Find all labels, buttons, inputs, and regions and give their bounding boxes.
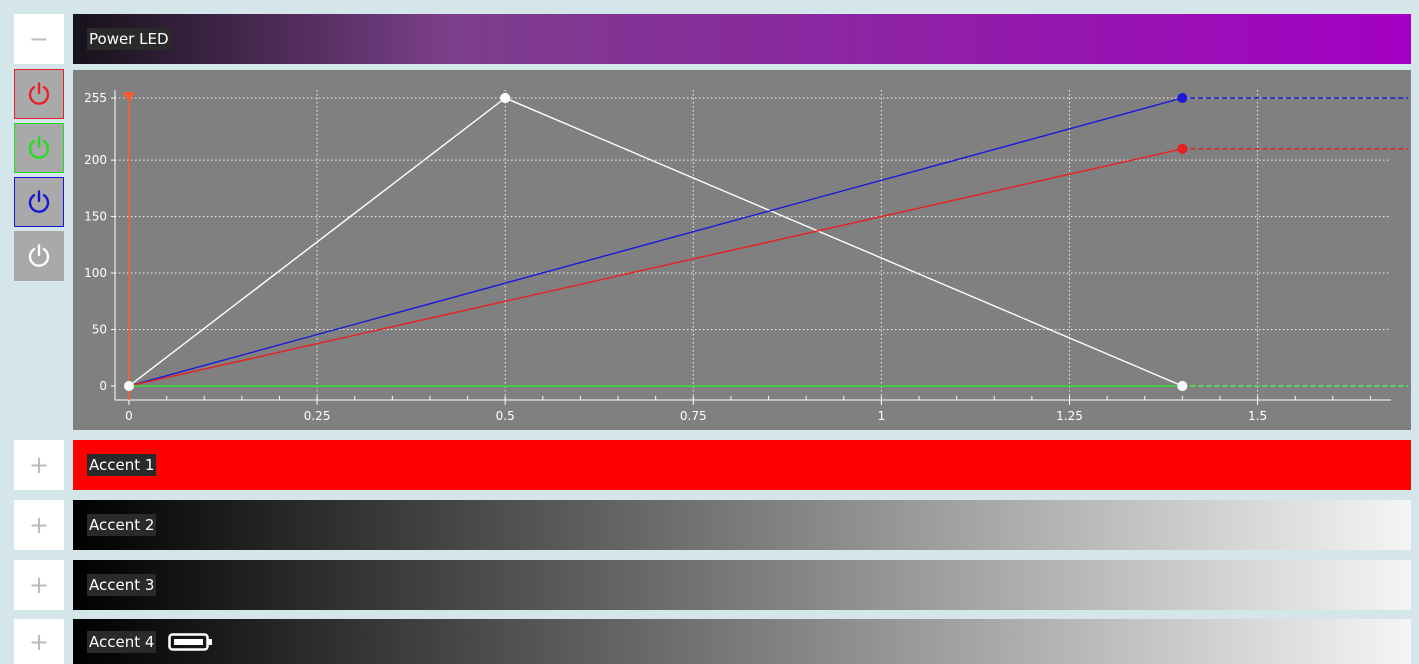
x-tick-label: 1 <box>878 409 886 423</box>
keyframe-point <box>124 381 134 391</box>
white-channel-toggle[interactable] <box>14 231 64 281</box>
battery-icon <box>168 632 214 652</box>
y-tick-label: 200 <box>84 153 107 167</box>
accent-title: Accent 4 <box>87 630 157 653</box>
x-tick-label: 1.5 <box>1248 409 1267 423</box>
brightness-chart-svg[interactable]: 0 0.25 0.5 0.75 1 1.25 1.5 0 50 100 150 200 255 <box>73 70 1411 430</box>
collapse-button[interactable]: − <box>14 14 64 64</box>
expand-button-accent-4[interactable]: + <box>14 619 64 664</box>
y-tick-label: 0 <box>99 379 107 393</box>
y-tick-label: 100 <box>84 266 107 280</box>
expand-button-accent-2[interactable]: + <box>14 500 64 550</box>
profile-title: Power LED <box>87 28 171 50</box>
series-line <box>128 148 1183 387</box>
accent-4-header[interactable]: Accent 4 <box>73 619 1411 664</box>
x-tick-label: 0.25 <box>304 409 331 423</box>
accent-3-header[interactable]: Accent 3 <box>73 560 1411 610</box>
time-cursor-marker <box>123 92 135 102</box>
brightness-chart[interactable]: 0 0.25 0.5 0.75 1 1.25 1.5 0 50 100 150 200 255 <box>73 70 1411 430</box>
x-tick-label: 0.75 <box>680 409 707 423</box>
accent-2-header[interactable]: Accent 2 <box>73 500 1411 550</box>
y-tick-label: 50 <box>92 323 107 337</box>
expand-button-accent-3[interactable]: + <box>14 560 64 610</box>
red-channel-toggle[interactable] <box>14 69 64 119</box>
x-tick-label: 1.25 <box>1056 409 1083 423</box>
accent-1-header[interactable]: Accent 1 <box>73 440 1411 490</box>
expand-button-accent-1[interactable]: + <box>14 440 64 490</box>
y-tick-label: 150 <box>84 210 107 224</box>
power-icon <box>28 244 50 267</box>
series-point <box>1177 143 1188 154</box>
keyframe-point <box>1177 381 1188 391</box>
accent-title: Accent 3 <box>87 574 157 596</box>
power-icon <box>28 82 50 105</box>
x-tick-label: 0.5 <box>496 409 515 423</box>
accent-title: Accent 1 <box>87 454 157 476</box>
x-tick-label: 0 <box>125 409 133 423</box>
blue-channel-toggle[interactable] <box>14 177 64 227</box>
series-line <box>128 97 1183 387</box>
y-tick-label: 255 <box>84 91 107 105</box>
power-led-header[interactable]: Power LED <box>73 14 1411 64</box>
series-point <box>1177 93 1188 103</box>
keyframe-point <box>500 93 511 103</box>
power-icon <box>28 190 50 213</box>
accent-title: Accent 2 <box>87 514 157 536</box>
power-icon <box>28 136 50 159</box>
green-channel-toggle[interactable] <box>14 123 64 173</box>
